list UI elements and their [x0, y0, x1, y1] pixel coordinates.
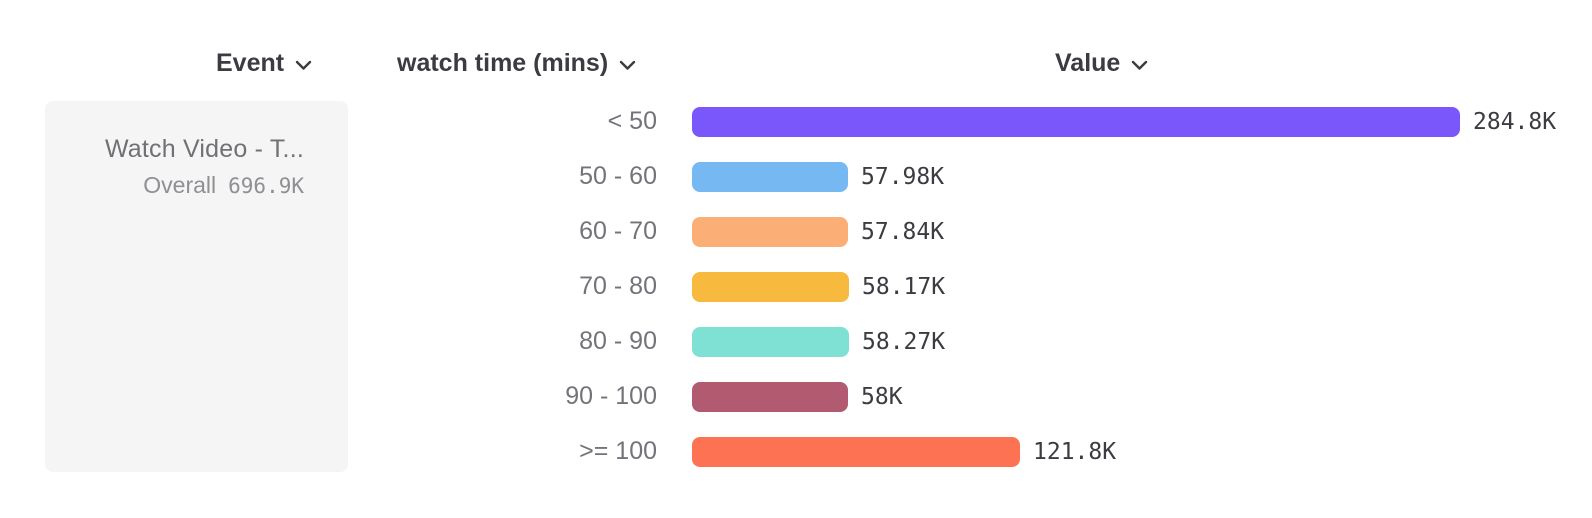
bar-chart: < 50 284.8K 50 - 60 57.98K 60 - 70 57.84K 70 -… [0, 94, 1592, 479]
overall-label: Overall [143, 172, 217, 198]
bar-value: 58.27K [862, 328, 946, 355]
chart-row: 70 - 80 58.17K [0, 259, 1592, 314]
event-column-header[interactable]: Event [216, 49, 312, 78]
bar-segment[interactable] [692, 106, 1460, 137]
bar-segment[interactable] [692, 271, 849, 302]
value-column-label: Value [1055, 49, 1121, 77]
bar-value: 284.8K [1473, 108, 1557, 135]
chart-row: 90 - 100 58K [0, 369, 1592, 424]
bar-segment[interactable] [692, 436, 1020, 467]
bucket-label: 50 - 60 [579, 162, 657, 190]
breakdown-column-label: watch time (mins) [397, 49, 609, 77]
chart-row: 80 - 90 58.27K [0, 314, 1592, 369]
bar-value: 58K [861, 383, 903, 410]
chart-row: 50 - 60 57.98K [0, 149, 1592, 204]
breakdown-column-header[interactable]: watch time (mins) [397, 49, 636, 78]
chart-row: < 50 284.8K [0, 94, 1592, 149]
chart-row: 60 - 70 57.84K [0, 204, 1592, 259]
bar-value: 57.84K [861, 218, 945, 245]
bucket-label: >= 100 [579, 437, 657, 465]
bucket-label: < 50 [607, 107, 657, 135]
bar-segment[interactable] [692, 381, 848, 412]
bar-value: 57.98K [861, 163, 945, 190]
event-card-title: Watch Video - T... [104, 135, 304, 163]
event-card-overall: Overall 696.9K [57, 172, 304, 199]
chart-row: >= 100 121.8K [0, 424, 1592, 479]
bucket-label: 70 - 80 [579, 272, 657, 300]
bar-value: 58.17K [862, 273, 946, 300]
bucket-label: 60 - 70 [579, 217, 657, 245]
bar-segment[interactable] [692, 161, 848, 192]
chevron-down-icon [1131, 60, 1148, 71]
event-card[interactable]: Watch Video - T... Overall 696.9K [45, 101, 348, 472]
overall-value: 696.9K [228, 174, 304, 198]
bar-segment[interactable] [692, 326, 849, 357]
chevron-down-icon [619, 60, 636, 71]
value-column-header[interactable]: Value [1055, 49, 1148, 78]
event-column-label: Event [216, 49, 285, 77]
bucket-label: 80 - 90 [579, 327, 657, 355]
chevron-down-icon [295, 60, 312, 71]
bucket-label: 90 - 100 [565, 382, 657, 410]
bar-value: 121.8K [1033, 438, 1117, 465]
bar-segment[interactable] [692, 216, 848, 247]
